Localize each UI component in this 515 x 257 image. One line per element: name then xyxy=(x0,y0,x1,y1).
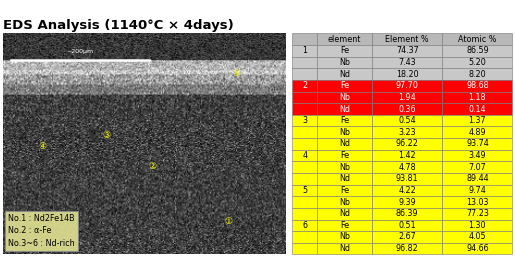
Text: No.1 : Nd2Fe14B
No.2 : α-Fe
No.3~6 : Nd-rich: No.1 : Nd2Fe14B No.2 : α-Fe No.3~6 : Nd-… xyxy=(8,214,75,248)
Text: ~200μm: ~200μm xyxy=(66,49,94,54)
Text: ⑥: ⑥ xyxy=(233,69,241,78)
Text: ②: ② xyxy=(148,161,156,171)
Text: ①: ① xyxy=(224,217,232,226)
Text: ③: ③ xyxy=(103,131,111,140)
Text: ④: ④ xyxy=(38,142,46,151)
Text: EDS Analysis (1140°C × 4days): EDS Analysis (1140°C × 4days) xyxy=(3,19,233,32)
